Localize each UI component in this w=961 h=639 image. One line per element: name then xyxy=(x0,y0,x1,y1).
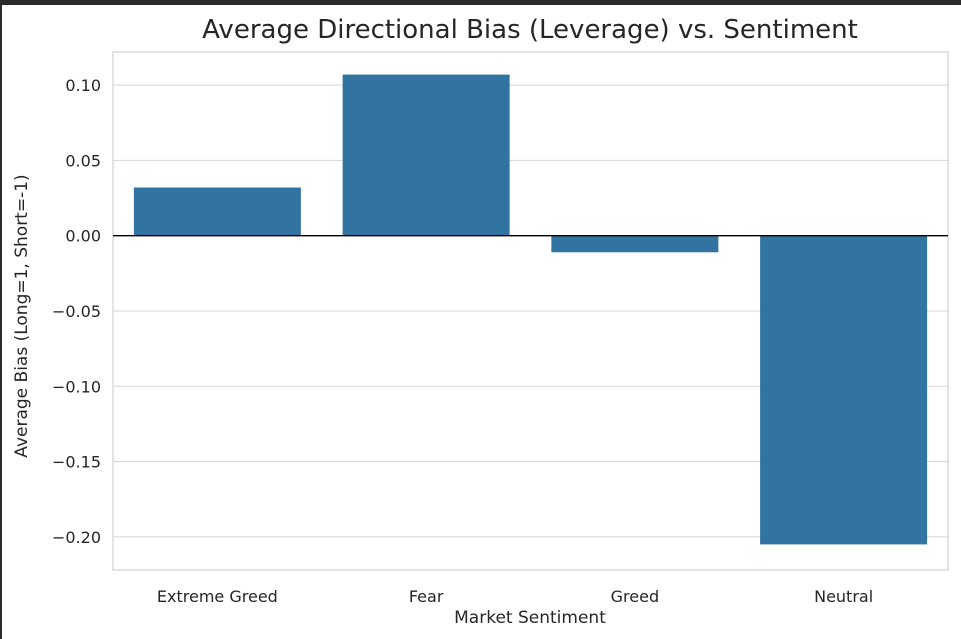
chart-frame: 0.10 0.05 0.00 −0.05 −0.10 −0.15 −0.20 Extreme… xyxy=(2,5,961,639)
bar-chart: 0.10 0.05 0.00 −0.05 −0.10 −0.15 −0.20 Extreme… xyxy=(12,15,949,628)
x-tick-label: Fear xyxy=(409,587,444,606)
bars-layer xyxy=(133,74,928,545)
y-tick-label: −0.05 xyxy=(52,302,101,321)
x-tick-labels: Extreme Greed Fear Greed Neutral xyxy=(157,587,873,606)
y-tick-label: 0.00 xyxy=(65,227,101,246)
bar-neutral xyxy=(760,235,928,545)
y-tick-labels: 0.10 0.05 0.00 −0.05 −0.10 −0.15 −0.20 xyxy=(52,76,101,547)
chart-title: Average Directional Bias (Leverage) vs. … xyxy=(202,15,858,45)
y-tick-label: 0.10 xyxy=(65,76,101,95)
y-tick-label: 0.05 xyxy=(65,151,101,170)
x-axis-label: Market Sentiment xyxy=(454,608,606,628)
plot-frame xyxy=(112,51,949,571)
bar-greed xyxy=(551,235,719,253)
bar-extreme-greed xyxy=(133,187,301,236)
bar-fear xyxy=(342,74,510,236)
y-axis-label: Average Bias (Long=1, Short=-1) xyxy=(12,174,32,457)
axes-layer xyxy=(112,51,949,571)
x-tick-label: Greed xyxy=(611,587,659,606)
y-tick-label: −0.10 xyxy=(52,377,101,396)
y-tick-label: −0.20 xyxy=(52,528,101,547)
y-tick-label: −0.15 xyxy=(52,453,101,472)
x-tick-label: Neutral xyxy=(814,587,873,606)
x-tick-label: Extreme Greed xyxy=(157,587,278,606)
